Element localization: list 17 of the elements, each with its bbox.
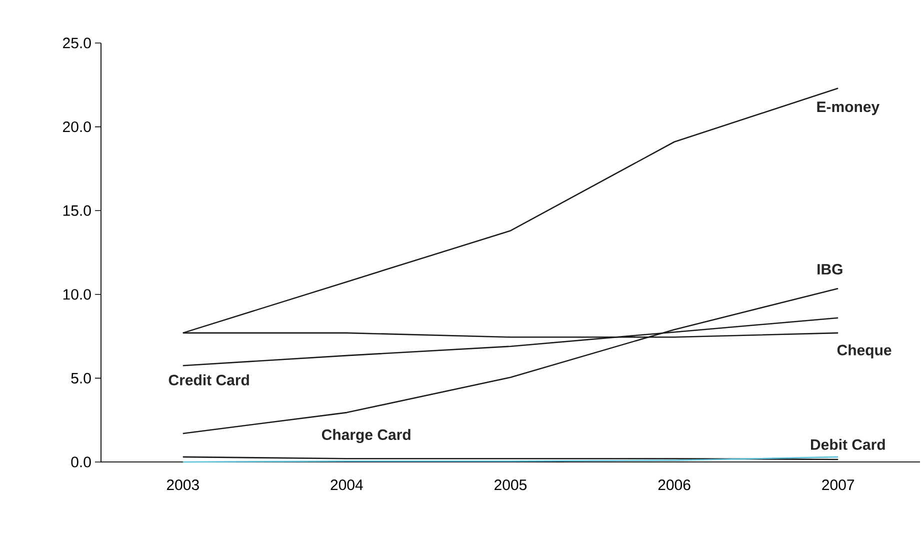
series-label: Cheque xyxy=(837,344,892,358)
series-label: E-money xyxy=(817,102,880,116)
y-tick-label: 5.0 xyxy=(71,372,91,384)
y-tick-label: 15.0 xyxy=(63,205,91,216)
series-label: Charge Card xyxy=(322,428,410,444)
y-tick-label: 20.0 xyxy=(63,121,91,132)
series-label: Debit Card xyxy=(811,438,885,450)
y-tick-label: 25.0 xyxy=(63,38,91,48)
y-tick-label: 0.0 xyxy=(71,456,91,468)
x-tick-label: 2006 xyxy=(658,480,690,490)
y-tick-label: 10.0 xyxy=(63,289,91,300)
x-tick-label: 2004 xyxy=(330,480,363,490)
x-tick-label: 2003 xyxy=(166,480,199,490)
series-label: Credit Card xyxy=(168,374,249,386)
x-tick-label: 2005 xyxy=(494,480,527,490)
x-tick-label: 2007 xyxy=(822,480,854,490)
series-label: IBG xyxy=(818,264,842,275)
